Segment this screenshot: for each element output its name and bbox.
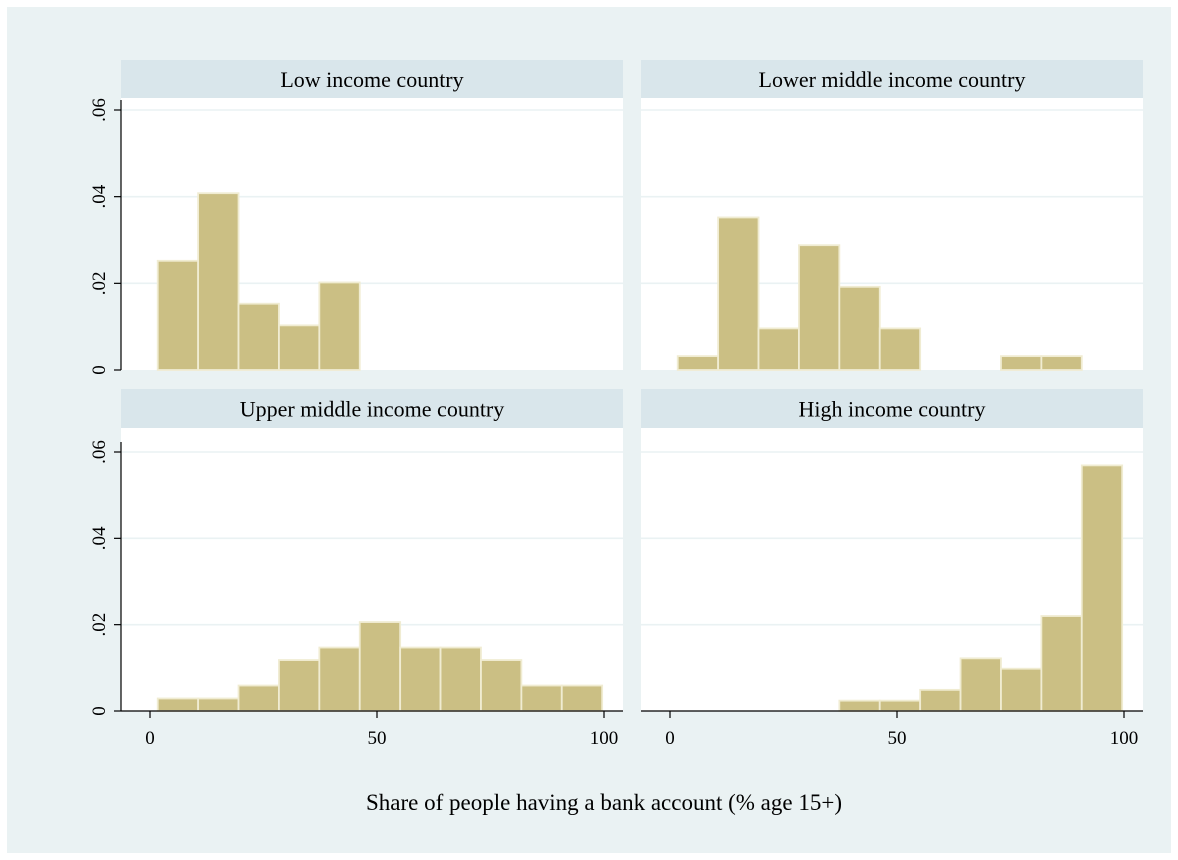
histogram-bar xyxy=(156,697,200,712)
x-tick-label: 100 xyxy=(590,728,619,749)
panel-title-strip xyxy=(121,60,623,98)
histogram-bar xyxy=(318,646,361,712)
histogram-bar xyxy=(1040,355,1083,371)
panel-title-strip xyxy=(121,389,623,428)
histogram-bar xyxy=(717,216,760,371)
x-tick-label: 50 xyxy=(368,728,387,749)
histogram-bar xyxy=(878,699,922,712)
histogram-bar xyxy=(1040,615,1083,712)
histogram-bar xyxy=(757,327,800,371)
panel-title: High income country xyxy=(799,397,986,422)
histogram-bar xyxy=(798,244,841,371)
panel-2: Lower middle income country xyxy=(641,60,1143,371)
histogram-bar xyxy=(878,327,922,371)
histogram-bar xyxy=(439,646,482,712)
x-tick-label: 0 xyxy=(145,728,155,749)
x-tick-label: 50 xyxy=(888,728,907,749)
histogram-bar xyxy=(197,192,240,371)
panel-title: Lower middle income country xyxy=(759,67,1026,92)
histogram-bar xyxy=(520,684,563,712)
histogram-bar xyxy=(156,259,200,371)
histogram-bar xyxy=(676,355,720,371)
histogram-bar xyxy=(399,646,442,712)
histogram-bar xyxy=(1080,464,1124,712)
histogram-bar xyxy=(237,684,280,712)
x-axis-title: Share of people having a bank account (%… xyxy=(366,790,842,815)
panel-3: Upper middle income country 0 .02 .04 .06 0 50… xyxy=(89,389,623,749)
y-tick-label: .06 xyxy=(89,98,110,122)
histogram-bar xyxy=(358,621,402,712)
x-tick-label: 100 xyxy=(1110,728,1139,749)
y-tick-label: .04 xyxy=(89,184,110,208)
y-tick-label: .06 xyxy=(89,440,110,464)
histogram-bar xyxy=(237,302,280,371)
y-tick-label: 0 xyxy=(89,365,110,375)
histogram-bar xyxy=(838,699,881,712)
histogram-bar xyxy=(278,324,321,371)
histogram-bar xyxy=(560,684,604,712)
histogram-bar xyxy=(1000,355,1043,371)
y-tick-label: .04 xyxy=(89,526,110,550)
panel-title: Upper middle income country xyxy=(240,397,505,422)
histogram-bar xyxy=(480,659,523,712)
histogram-bar xyxy=(838,285,881,371)
panel-title-strip xyxy=(641,60,1143,98)
panel-title-strip xyxy=(641,389,1143,428)
panel-1: Low income country 0 .02 .04 .06 xyxy=(89,60,623,375)
histogram-bar xyxy=(318,281,361,371)
figure-background: Low income country 0 .02 .04 .06 Lower middle… xyxy=(7,7,1171,853)
histogram-grid-chart: Low income country 0 .02 .04 .06 Lower middle… xyxy=(89,60,1143,815)
y-tick-label: .02 xyxy=(89,271,110,295)
histogram-bar xyxy=(959,657,1002,712)
y-tick-label: .02 xyxy=(89,613,110,637)
histogram-bar xyxy=(197,697,240,712)
y-tick-label: 0 xyxy=(89,706,110,716)
x-tick-label: 0 xyxy=(665,728,675,749)
histogram-bar xyxy=(278,659,321,712)
panel-4: High income country 0 50 100 xyxy=(641,389,1143,749)
panel-title: Low income country xyxy=(280,67,463,92)
histogram-bar xyxy=(1000,667,1043,712)
histogram-bar xyxy=(919,688,962,712)
